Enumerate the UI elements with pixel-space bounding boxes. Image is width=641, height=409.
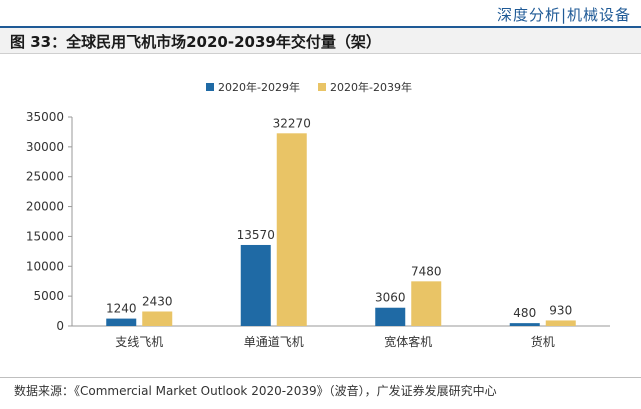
figure-title: 图 33：全球民用飞机市场2020-2039年交付量（架） [10, 33, 381, 51]
bar-1-4 [509, 323, 540, 326]
x-tick-label: 宽体客机 [384, 334, 432, 349]
bar-2-3 [411, 281, 442, 326]
x-tick-label: 单通道飞机 [244, 335, 304, 349]
data-label-1-1: 1240 [106, 302, 137, 316]
legend-item-series-1: 2020年-2029年 [206, 79, 300, 95]
data-label-1-2: 13570 [237, 228, 275, 242]
x-tick-label: 货机 [531, 334, 555, 349]
y-tick-label: 15000 [26, 229, 64, 243]
legend-item-series-2: 2020年-2039年 [318, 79, 412, 95]
chart-legend: 2020年-2029年 2020年-2039年 [0, 79, 641, 95]
report-section-tag: 深度分析|机械设备 [496, 6, 631, 24]
source-divider [0, 377, 641, 378]
data-label-1-4: 480 [513, 306, 536, 320]
bar-2-4 [545, 320, 576, 326]
bar-2-1 [142, 311, 173, 326]
legend-swatch-series-2 [318, 83, 326, 91]
legend-label-series-1: 2020年-2029年 [218, 81, 300, 94]
data-label-2-3: 7480 [411, 264, 442, 278]
y-tick-label: 35000 [26, 110, 64, 124]
data-label-2-2: 32270 [273, 116, 311, 130]
y-tick-label: 25000 [26, 170, 64, 184]
data-label-2-4: 930 [549, 303, 572, 317]
bar-2-2 [276, 133, 307, 326]
bar-1-2 [240, 244, 271, 326]
y-tick-label: 5000 [33, 289, 64, 303]
y-tick-label: 0 [56, 319, 64, 333]
y-tick-label: 30000 [26, 140, 64, 154]
legend-label-series-2: 2020年-2039年 [330, 81, 412, 94]
y-tick-label: 10000 [26, 259, 64, 273]
y-tick-label: 20000 [26, 200, 64, 214]
bar-1-1 [106, 318, 137, 326]
bar-chart: 0 5000 10000 15000 20000 25000 30000 35000 1240 2… [26, 110, 610, 349]
bar-1-3 [375, 307, 406, 326]
legend-swatch-series-1 [206, 83, 214, 91]
x-tick-label: 支线飞机 [115, 335, 163, 349]
source-note: 数据来源：《Commercial Market Outlook 2020-203… [14, 384, 497, 398]
data-label-1-3: 3060 [375, 291, 406, 305]
data-label-2-1: 2430 [142, 294, 173, 308]
figure-title-bar: 图 33：全球民用飞机市场2020-2039年交付量（架） [0, 26, 641, 54]
